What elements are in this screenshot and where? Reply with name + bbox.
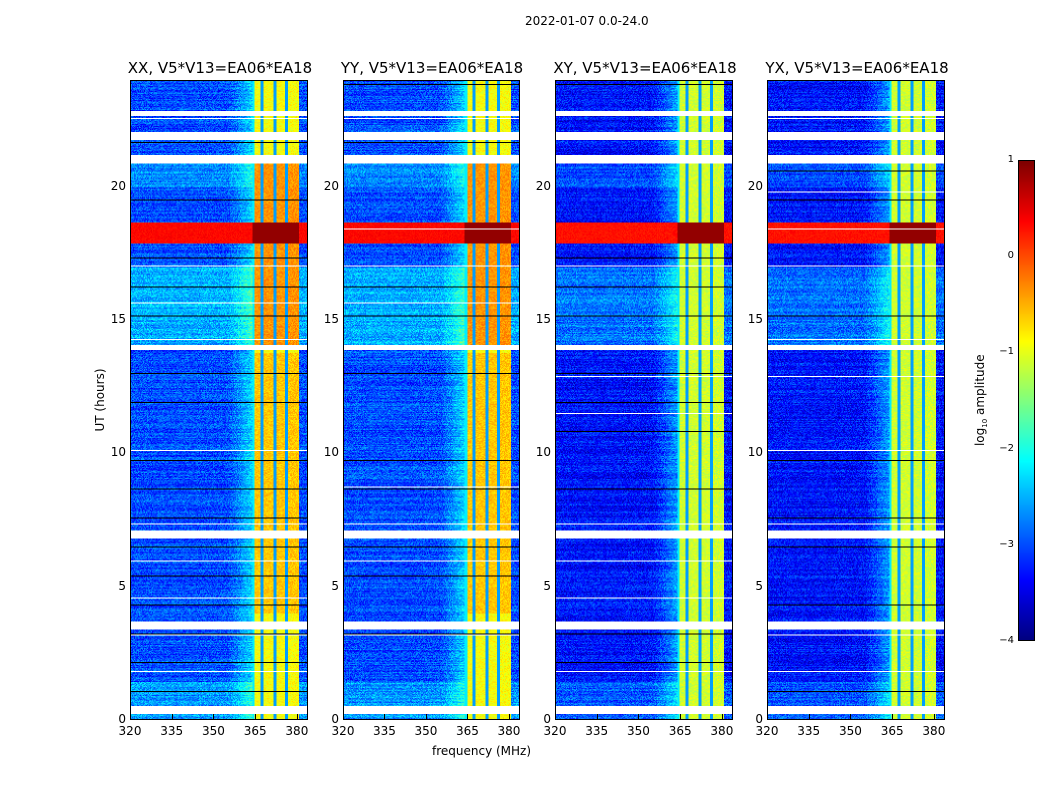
- x-tick-label: 350: [201, 724, 225, 738]
- x-tick-mark: [638, 714, 640, 719]
- colorbar-label-subscript: 10: [981, 418, 990, 428]
- x-tick-mark: [384, 714, 386, 719]
- x-tick-mark: [680, 714, 682, 719]
- x-tick-label: 335: [797, 724, 821, 738]
- y-tick-label: 5: [331, 578, 339, 593]
- colorbar-tick-label: −1: [999, 346, 1014, 358]
- panel-title-yx: YX, V5*V13=EA06*EA18: [765, 59, 949, 77]
- x-tick-label: 380: [922, 724, 946, 738]
- x-tick-mark: [892, 714, 894, 719]
- panel-title-yy: YY, V5*V13=EA06*EA18: [340, 59, 524, 77]
- x-tick-mark: [343, 714, 344, 719]
- x-tick-label: 350: [626, 724, 650, 738]
- x-tick-mark: [467, 714, 469, 719]
- x-tick-label: 380: [710, 724, 734, 738]
- colorbar-label-rest: amplitude: [972, 354, 987, 419]
- y-tick-label: 15: [535, 312, 551, 326]
- x-tick-label: 320: [755, 724, 779, 738]
- x-tick-label: 335: [373, 724, 396, 738]
- colorbar-label: log10 amplitude: [973, 340, 989, 460]
- colorbar-tick-label: −3: [999, 538, 1014, 550]
- x-tick-label: 350: [838, 724, 862, 738]
- x-tick-mark: [767, 714, 768, 719]
- y-tick-label: 20: [323, 178, 339, 193]
- figure-suptitle: 2022-01-07 0.0-24.0: [525, 14, 649, 28]
- y-tick-label: 10: [110, 445, 126, 460]
- x-tick-mark: [850, 714, 852, 719]
- x-tick-mark: [555, 714, 556, 719]
- panel-title-xy: XY, V5*V13=EA06*EA18: [553, 59, 737, 77]
- x-tick-label: 320: [118, 724, 142, 738]
- x-tick-mark: [808, 714, 810, 719]
- y-tick-label: 0: [755, 712, 763, 726]
- colorbar-tick-label: −2: [999, 442, 1014, 454]
- x-tick-mark: [171, 714, 173, 719]
- x-tick-mark: [213, 714, 215, 719]
- y-tick-label: 0: [543, 712, 551, 726]
- x-tick-label: 320: [331, 724, 355, 738]
- y-tick-label: 5: [755, 578, 763, 593]
- x-tick-label: 365: [880, 724, 904, 738]
- spectrogram-xy: [555, 80, 733, 720]
- y-tick-label: 15: [747, 312, 763, 326]
- x-tick-mark: [255, 714, 257, 719]
- x-tick-label: 335: [160, 724, 184, 738]
- x-tick-mark: [425, 714, 427, 719]
- y-tick-label: 10: [535, 445, 551, 460]
- spectrogram-yx: [767, 80, 945, 720]
- colorbar-label-log: log: [972, 427, 987, 447]
- y-tick-label: 15: [110, 312, 126, 326]
- x-tick-label: 365: [668, 724, 692, 738]
- x-tick-mark: [508, 714, 510, 719]
- y-tick-label: 0: [118, 712, 126, 726]
- colorbar-tick-label: 0: [1007, 250, 1014, 262]
- x-tick-label: 365: [456, 724, 479, 738]
- y-tick-label: 10: [747, 445, 763, 460]
- y-tick-label: 20: [747, 178, 763, 193]
- x-tick-mark: [933, 714, 935, 719]
- x-tick-mark: [130, 714, 131, 719]
- x-axis-label: frequency (MHz): [432, 744, 532, 758]
- x-tick-mark: [721, 714, 723, 719]
- colorbar: [1018, 160, 1035, 641]
- x-tick-mark: [596, 714, 598, 719]
- y-tick-label: 0: [331, 712, 339, 726]
- y-tick-label: 20: [535, 178, 551, 193]
- x-tick-label: 320: [543, 724, 567, 738]
- y-tick-label: 15: [323, 312, 339, 326]
- x-tick-label: 350: [414, 724, 438, 738]
- spectrogram-xx: [130, 80, 308, 720]
- y-axis-label: UT (hours): [93, 368, 107, 432]
- y-tick-label: 10: [323, 445, 339, 460]
- y-tick-label: 5: [118, 578, 126, 593]
- x-tick-mark: [296, 714, 298, 719]
- y-tick-label: 20: [110, 178, 126, 193]
- x-tick-label: 335: [585, 724, 609, 738]
- x-tick-label: 365: [243, 724, 267, 738]
- panel-title-xx: XX, V5*V13=EA06*EA18: [127, 59, 313, 77]
- x-tick-label: 380: [285, 724, 309, 738]
- colorbar-tick-label: −4: [999, 635, 1014, 646]
- spectrogram-yy: [343, 80, 520, 720]
- y-tick-label: 5: [543, 578, 551, 593]
- colorbar-tick-label: 1: [1007, 154, 1014, 165]
- x-tick-label: 380: [497, 724, 521, 738]
